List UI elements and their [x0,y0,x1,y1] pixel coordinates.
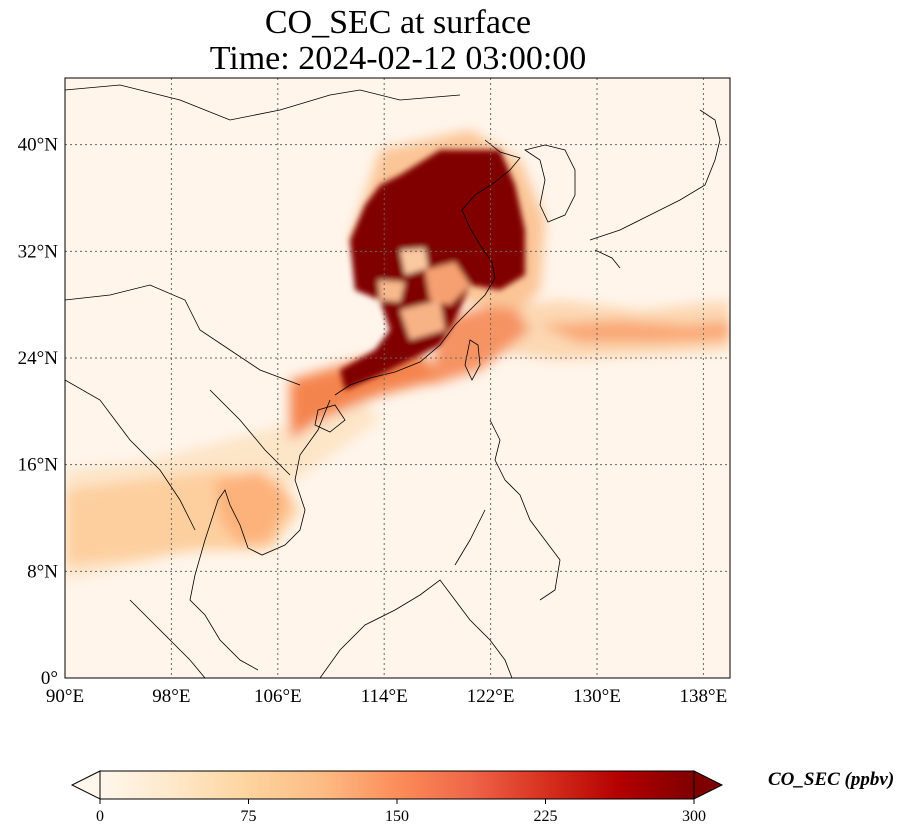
colorbar: 0 75 150 225 300 [70,770,724,825]
border-north [65,84,461,121]
lat-tick-label: 16°N [18,455,59,476]
coastline-taiwan [464,339,481,381]
colorbar-tick-label: 0 [96,808,104,825]
border-southwest [65,284,301,386]
lat-tick-label: 24°N [18,348,59,369]
colorbar-tick-label: 150 [385,808,409,825]
lon-tick-label: 138°E [680,686,728,707]
colorbar-tick-label: 225 [534,808,558,825]
lat-tick-label: 0° [41,668,58,689]
lon-tick-label: 106°E [254,686,302,707]
lon-tick-label: 130°E [573,686,621,707]
coastline-sumatra-peninsula [129,599,206,678]
lat-tick-label: 32°N [18,241,59,262]
colorbar-tick-label: 75 [241,808,257,825]
plume-indochina [215,470,290,545]
coastlines [65,84,721,678]
plume-core-hole-4 [400,300,445,340]
colorbar-label: CO_SEC (ppbv) [768,769,895,790]
coastline-korea [524,144,576,223]
coastline-china [334,139,521,396]
map-frame [64,77,731,679]
coastline-japan [589,109,721,269]
colorbar-tick-label: 300 [682,808,706,825]
map-subtitle-time: Time: 2024-02-12 03:00:00 [209,40,587,77]
plume-core-hole-3 [425,262,470,305]
gridlines [65,78,730,678]
plume-taiwan-plume [430,300,530,385]
latitude-tick-labels: 0° 8°N 16°N 24°N 32°N 40°N [18,135,59,689]
coastline-hainan [314,404,346,433]
lon-tick-label: 114°E [361,686,408,707]
longitude-tick-labels: 90°E 98°E 106°E 114°E 122°E 130°E 138°E [46,686,727,707]
plume-core-hole-2 [378,280,405,302]
lat-tick-label: 8°N [27,561,58,582]
coastline-borneo [319,579,513,678]
border-mainland-se-asia [65,379,291,531]
colorbar-body [99,770,695,800]
coastline-philippines [454,419,561,601]
lat-tick-label: 40°N [18,135,59,156]
colorbar-extend-max [693,770,724,800]
lon-tick-label: 122°E [467,686,515,707]
lon-tick-label: 90°E [46,686,84,707]
coastline-indochina [189,399,331,671]
colorbar-extend-min [70,770,101,800]
colorbar-tick-labels: 0 75 150 225 300 [96,799,706,825]
plume-south-china-coast [290,350,440,440]
concentration-field [65,130,730,580]
plume-pacific-streak [540,320,730,343]
map-panel [65,78,730,678]
lon-tick-label: 98°E [152,686,190,707]
map-title: CO_SEC at surface [264,4,532,41]
plume-core-hole-1 [400,248,428,275]
